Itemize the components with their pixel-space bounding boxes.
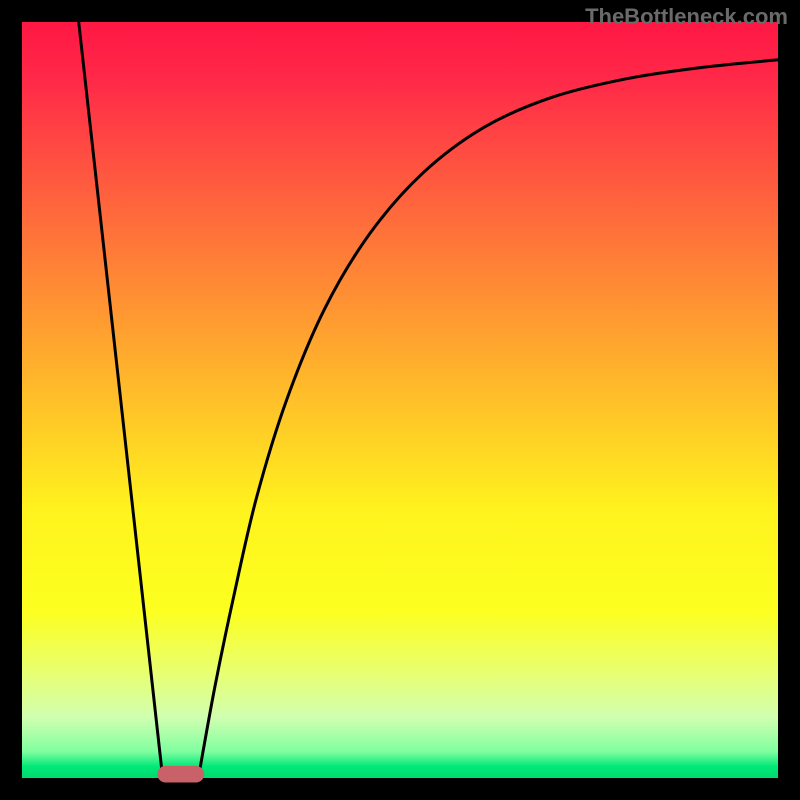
chart-container: TheBottleneck.com (0, 0, 800, 800)
optimum-marker (157, 766, 204, 783)
bottleneck-chart (0, 0, 800, 800)
gradient-background (22, 22, 778, 778)
